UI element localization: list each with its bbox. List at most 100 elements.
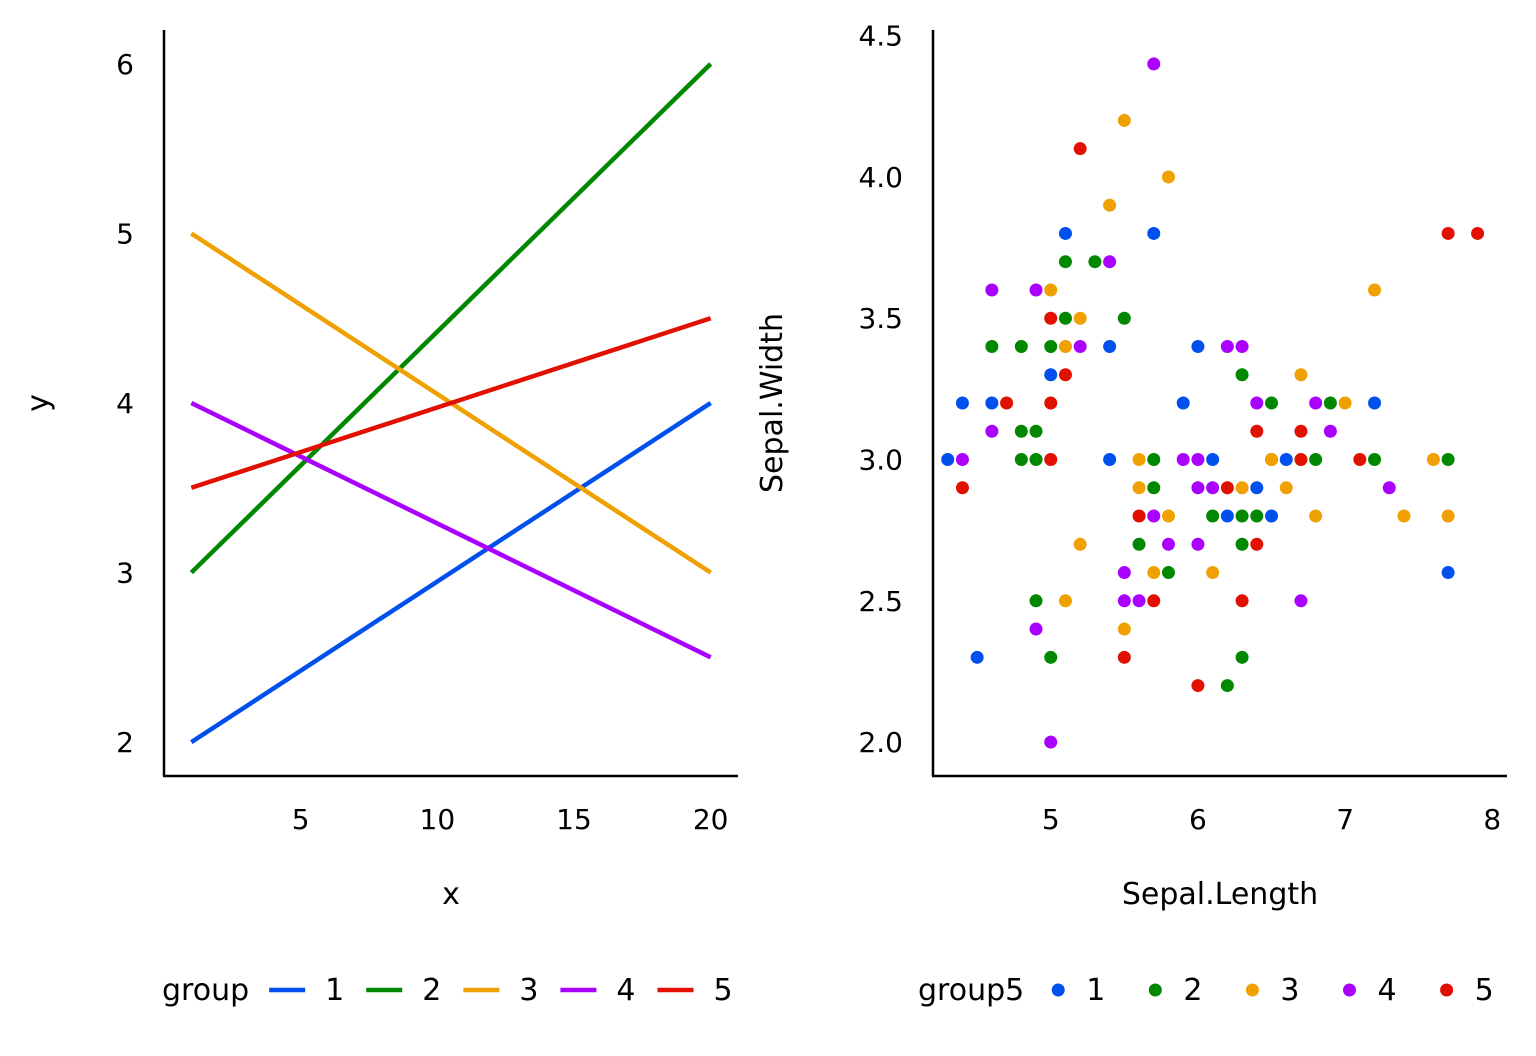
scatter-point-group-2 bbox=[1323, 396, 1337, 410]
scatter-point-group-3 bbox=[1103, 198, 1117, 212]
legend-key-5 bbox=[1440, 983, 1454, 997]
scatter-point-group-2 bbox=[1014, 339, 1028, 353]
x-tick-label: 8 bbox=[1483, 803, 1501, 836]
scatter-point-group-5 bbox=[1044, 396, 1058, 410]
scatter-point-group-5 bbox=[1191, 679, 1205, 693]
y-axis-title: y bbox=[21, 394, 56, 412]
scatter-point-group-4 bbox=[1132, 594, 1146, 608]
scatter-point-group-1 bbox=[1044, 368, 1058, 382]
scatter-point-group-5 bbox=[1147, 594, 1161, 608]
scatter-point-group-2 bbox=[1235, 537, 1249, 551]
legend-label-1: 1 bbox=[325, 973, 344, 1008]
scatter-point-group-5 bbox=[1353, 453, 1367, 467]
scatter-point-group-4 bbox=[1220, 339, 1234, 353]
scatter-point-group-5 bbox=[1132, 509, 1146, 523]
scatter-point-group-5 bbox=[1044, 311, 1058, 325]
scatter-point-group-2 bbox=[1220, 679, 1234, 693]
x-tick-label: 5 bbox=[1042, 803, 1060, 836]
series-line-5 bbox=[190, 316, 712, 490]
scatter-point-group-3 bbox=[1147, 566, 1161, 580]
scatter-point-group-4 bbox=[1309, 396, 1323, 410]
scatter-point-group-1 bbox=[1103, 453, 1117, 467]
scatter-point-group-4 bbox=[1117, 566, 1131, 580]
legend-label-3: 3 bbox=[1280, 973, 1299, 1008]
scatter-point-group-4 bbox=[1191, 453, 1205, 467]
scatter-point-group-1 bbox=[1191, 339, 1205, 353]
scatter-point-group-3 bbox=[1265, 453, 1279, 467]
scatter-point-group-4 bbox=[1117, 594, 1131, 608]
scatter-point-group-3 bbox=[1161, 509, 1175, 523]
line-chart-panel: 5 10 15 20 2 3 4 5 6 x y group 1 2 3 4 5 bbox=[21, 30, 738, 1008]
scatter-point-group-2 bbox=[1368, 453, 1382, 467]
scatter-point-group-1 bbox=[941, 453, 955, 467]
y-tick-label: 4 bbox=[116, 387, 134, 420]
scatter-point-group-3 bbox=[1294, 368, 1308, 382]
scatter-point-group-2 bbox=[1058, 311, 1072, 325]
scatter-point-group-4 bbox=[1029, 283, 1043, 297]
scatter-point-group-2 bbox=[1117, 311, 1131, 325]
scatter-point-group-3 bbox=[1279, 481, 1293, 495]
scatter-point-group-3 bbox=[1058, 339, 1072, 353]
x-tick-label: 6 bbox=[1189, 803, 1207, 836]
scatter-point-group-4 bbox=[1073, 339, 1087, 353]
scatter-point-group-5 bbox=[1250, 424, 1264, 438]
scatter-point-group-3 bbox=[1309, 509, 1323, 523]
scatter-point-group-3 bbox=[1117, 113, 1131, 127]
scatter-point-group-2 bbox=[1250, 509, 1264, 523]
x-tick-label: 7 bbox=[1336, 803, 1354, 836]
scatter-chart-panel: 5 6 7 8 2.0 2.5 3.0 3.5 4.0 4.5 Sepal.Length Sepal.… bbox=[755, 20, 1507, 1008]
scatter-point-group-2 bbox=[1029, 424, 1043, 438]
scatter-point-group-3 bbox=[1397, 509, 1411, 523]
scatter-point-group-2 bbox=[1441, 453, 1455, 467]
scatter-point-group-3 bbox=[1117, 622, 1131, 636]
scatter-point-group-1 bbox=[1368, 396, 1382, 410]
scatter-point-group-2 bbox=[1206, 509, 1220, 523]
scatter-point-group-1 bbox=[1206, 453, 1220, 467]
scatter-point-group-2 bbox=[985, 339, 999, 353]
scatter-point-group-5 bbox=[1235, 594, 1249, 608]
series-line-2 bbox=[189, 62, 713, 575]
legend-label-5: 5 bbox=[714, 973, 733, 1008]
series-line-4 bbox=[190, 400, 712, 660]
scatter-point-group-1 bbox=[1279, 453, 1293, 467]
legend-key-4 bbox=[1343, 983, 1356, 997]
legend-key-1 bbox=[1051, 983, 1065, 997]
scatter-point-group-5 bbox=[1471, 226, 1485, 240]
scatter-point-group-2 bbox=[1265, 396, 1279, 410]
scatter-point-group-5 bbox=[1250, 537, 1264, 551]
scatter-point-group-5 bbox=[1058, 368, 1072, 382]
scatter-point-group-1 bbox=[955, 396, 969, 410]
legend-key-2 bbox=[1148, 983, 1162, 997]
scatter-point-group-4 bbox=[1206, 481, 1220, 495]
scatter-point-group-2 bbox=[1029, 453, 1043, 467]
scatter-point-group-4 bbox=[1382, 481, 1396, 495]
y-tick-label: 6 bbox=[116, 48, 134, 81]
series-line-1 bbox=[190, 401, 712, 744]
legend: group5 1 2 3 4 5 bbox=[918, 973, 1494, 1008]
scatter-point-group-1 bbox=[1058, 226, 1072, 240]
scatter-point-group-5 bbox=[1220, 481, 1234, 495]
y-tick-label: 3 bbox=[116, 557, 134, 590]
scatter-point-group-2 bbox=[1235, 368, 1249, 382]
y-tick-label: 5 bbox=[116, 217, 134, 250]
scatter-point-group-5 bbox=[1000, 396, 1014, 410]
legend-label-4: 4 bbox=[616, 973, 635, 1008]
y-tick-label: 2 bbox=[116, 726, 134, 759]
scatter-point-group-5 bbox=[1044, 453, 1058, 467]
scatter-point-group-2 bbox=[1309, 453, 1323, 467]
legend-key-3 bbox=[1245, 983, 1259, 997]
scatter-point-group-2 bbox=[1235, 650, 1249, 664]
scatter-point-group-2 bbox=[1088, 255, 1102, 269]
scatter-point-group-4 bbox=[1235, 339, 1249, 353]
y-axis-title: Sepal.Width bbox=[755, 313, 790, 493]
scatter-point-group-2 bbox=[1014, 453, 1028, 467]
scatter-point-group-3 bbox=[1426, 453, 1440, 467]
scatter-point-group-4 bbox=[1029, 622, 1043, 636]
scatter-point-group-3 bbox=[1044, 283, 1058, 297]
scatter-point-group-3 bbox=[1073, 311, 1087, 325]
scatter-point-group-2 bbox=[1058, 255, 1072, 269]
x-axis-title: x bbox=[442, 877, 460, 912]
legend-label-2: 2 bbox=[1183, 973, 1202, 1008]
x-tick-label: 5 bbox=[292, 803, 310, 836]
